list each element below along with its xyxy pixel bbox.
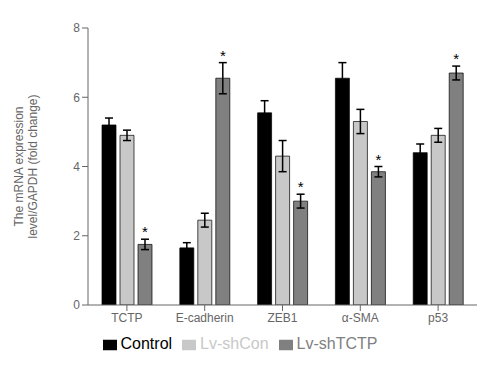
svg-text:TCTP: TCTP — [111, 311, 142, 325]
svg-text:α-SMA: α-SMA — [342, 311, 379, 325]
svg-text:*: * — [220, 47, 226, 64]
svg-text:6: 6 — [73, 91, 80, 105]
html-text:Lv-shCon: Lv-shCon — [200, 335, 269, 352]
svg-text:The mRNA expressionlevel/GAPDH: The mRNA expressionlevel/GAPDH (fold cha… — [12, 94, 40, 238]
svg-text:*: * — [142, 223, 148, 240]
svg-text:*: * — [298, 178, 304, 195]
svg-text:ZEB1: ZEB1 — [267, 311, 297, 325]
html-text:Lv-shTCTP: Lv-shTCTP — [296, 335, 378, 352]
svg-text:*: * — [453, 50, 459, 67]
svg-text:4: 4 — [73, 160, 80, 174]
svg-text:*: * — [375, 151, 381, 168]
svg-text:p53: p53 — [428, 311, 448, 325]
svg-text:2: 2 — [73, 229, 80, 243]
svg-text:0: 0 — [73, 298, 80, 312]
svg-text:8: 8 — [73, 21, 80, 35]
svg-text:E-cadherin: E-cadherin — [176, 311, 234, 325]
html-text:Control: Control — [120, 335, 173, 352]
